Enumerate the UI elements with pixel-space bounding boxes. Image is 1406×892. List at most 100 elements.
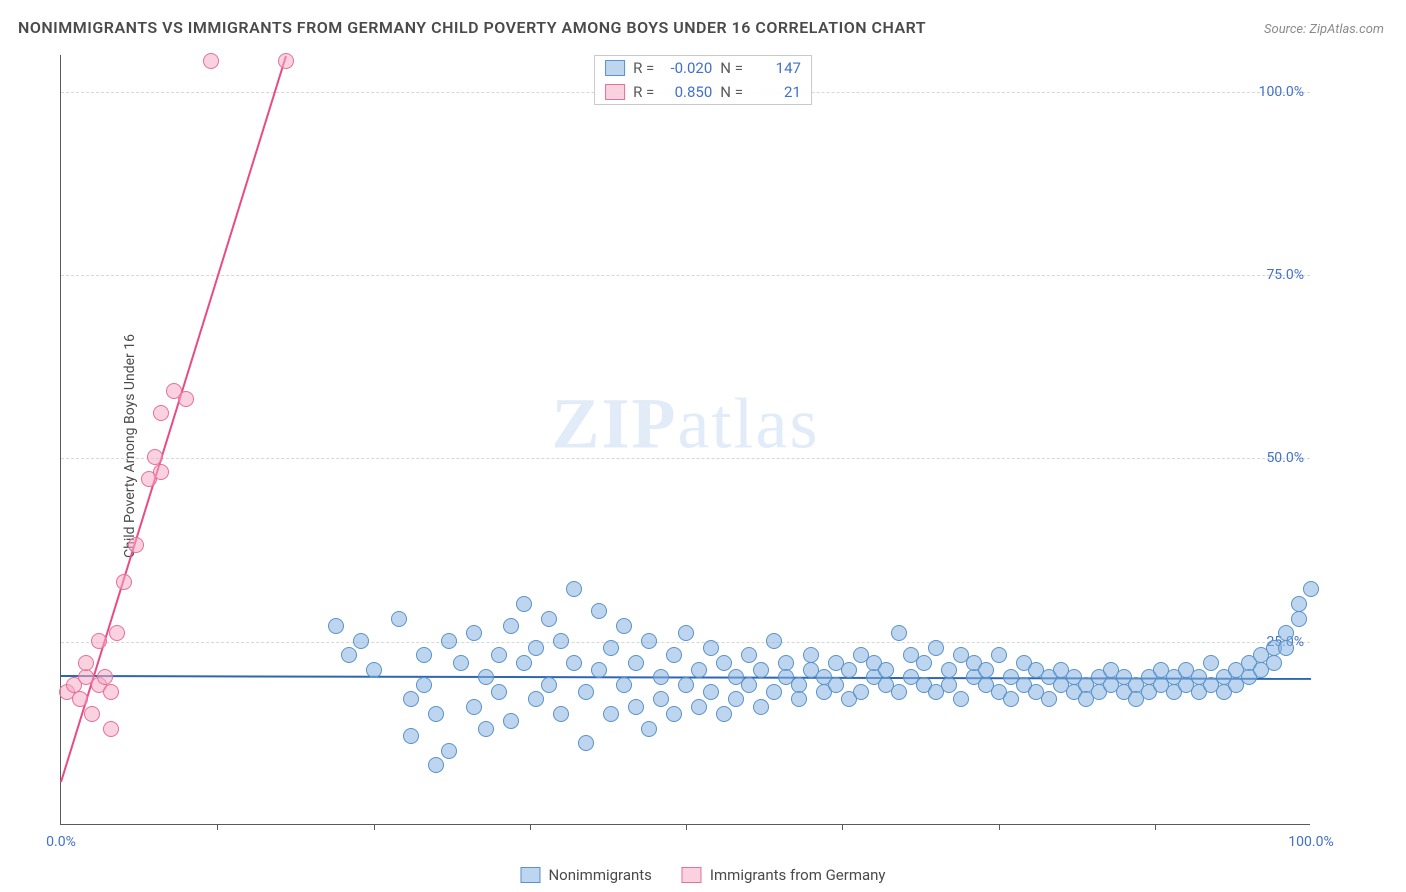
- x-tick-mark: [217, 824, 218, 830]
- data-point: [403, 691, 419, 707]
- data-point: [741, 677, 757, 693]
- legend-label-blue: Nonimmigrants: [548, 866, 651, 884]
- data-point: [503, 713, 519, 729]
- data-point: [1203, 655, 1219, 671]
- data-point: [516, 596, 532, 612]
- legend-swatch-pink-icon: [682, 867, 702, 883]
- n-value-blue: 147: [751, 59, 801, 77]
- data-point: [891, 625, 907, 641]
- data-point: [128, 537, 144, 553]
- data-point: [803, 647, 819, 663]
- data-point: [653, 669, 669, 685]
- data-point: [878, 662, 894, 678]
- data-point: [341, 647, 357, 663]
- legend-item-blue: Nonimmigrants: [520, 866, 651, 884]
- data-point: [741, 647, 757, 663]
- data-point: [678, 677, 694, 693]
- data-point: [928, 640, 944, 656]
- correlation-stats-box: R = -0.020 N = 147 R = 0.850 N = 21: [594, 55, 812, 105]
- data-point: [441, 633, 457, 649]
- data-point: [203, 53, 219, 69]
- data-point: [91, 633, 107, 649]
- x-tick-mark: [1155, 824, 1156, 830]
- data-point: [97, 669, 113, 685]
- gridline: [61, 458, 1310, 459]
- data-point: [478, 721, 494, 737]
- data-point: [603, 640, 619, 656]
- data-point: [616, 618, 632, 634]
- data-point: [366, 662, 382, 678]
- data-point: [103, 721, 119, 737]
- n-value-pink: 21: [751, 83, 801, 101]
- data-point: [491, 684, 507, 700]
- r-label: R =: [633, 83, 654, 101]
- legend-swatch-blue-icon: [520, 867, 540, 883]
- data-point: [109, 625, 125, 641]
- x-tick-mark: [999, 824, 1000, 830]
- swatch-pink-icon: [605, 84, 625, 100]
- data-point: [1003, 691, 1019, 707]
- data-point: [791, 677, 807, 693]
- data-point: [153, 464, 169, 480]
- data-point: [466, 699, 482, 715]
- x-tick-label: 0.0%: [46, 834, 76, 850]
- data-point: [391, 611, 407, 627]
- data-point: [328, 618, 344, 634]
- data-point: [466, 625, 482, 641]
- y-tick-label: 100.0%: [1259, 84, 1304, 100]
- data-point: [641, 633, 657, 649]
- data-point: [666, 647, 682, 663]
- data-point: [703, 640, 719, 656]
- data-point: [603, 706, 619, 722]
- data-point: [278, 53, 294, 69]
- data-point: [778, 655, 794, 671]
- data-point: [516, 655, 532, 671]
- n-label: N =: [720, 83, 743, 101]
- data-point: [978, 662, 994, 678]
- data-point: [503, 618, 519, 634]
- data-point: [416, 677, 432, 693]
- chart-title: NONIMMIGRANTS VS IMMIGRANTS FROM GERMANY…: [18, 18, 926, 37]
- data-point: [491, 647, 507, 663]
- data-point: [753, 699, 769, 715]
- trend-line: [60, 56, 287, 783]
- stats-row-pink: R = 0.850 N = 21: [595, 80, 811, 104]
- data-point: [828, 677, 844, 693]
- data-point: [853, 684, 869, 700]
- data-point: [566, 655, 582, 671]
- data-point: [103, 684, 119, 700]
- data-point: [147, 449, 163, 465]
- y-tick-label: 50.0%: [1266, 450, 1304, 466]
- x-tick-mark: [374, 824, 375, 830]
- watermark-light: atlas: [678, 384, 820, 464]
- data-point: [1291, 611, 1307, 627]
- data-point: [1303, 581, 1319, 597]
- data-point: [428, 706, 444, 722]
- data-point: [753, 662, 769, 678]
- data-point: [1291, 596, 1307, 612]
- data-point: [453, 655, 469, 671]
- data-point: [1266, 655, 1282, 671]
- data-point: [791, 691, 807, 707]
- data-point: [116, 574, 132, 590]
- data-point: [1041, 691, 1057, 707]
- data-point: [72, 691, 88, 707]
- data-point: [616, 677, 632, 693]
- x-tick-label: 100.0%: [1288, 834, 1333, 850]
- y-tick-label: 75.0%: [1266, 267, 1304, 283]
- data-point: [403, 728, 419, 744]
- data-point: [84, 706, 100, 722]
- data-point: [766, 633, 782, 649]
- scatter-plot-area: ZIPatlas 25.0%50.0%75.0%100.0%0.0%100.0%: [60, 55, 1310, 825]
- data-point: [178, 391, 194, 407]
- data-point: [728, 691, 744, 707]
- n-label: N =: [720, 59, 743, 77]
- data-point: [628, 655, 644, 671]
- data-point: [641, 721, 657, 737]
- data-point: [691, 662, 707, 678]
- data-point: [703, 684, 719, 700]
- data-point: [1278, 625, 1294, 641]
- data-point: [416, 647, 432, 663]
- data-point: [941, 662, 957, 678]
- data-point: [716, 655, 732, 671]
